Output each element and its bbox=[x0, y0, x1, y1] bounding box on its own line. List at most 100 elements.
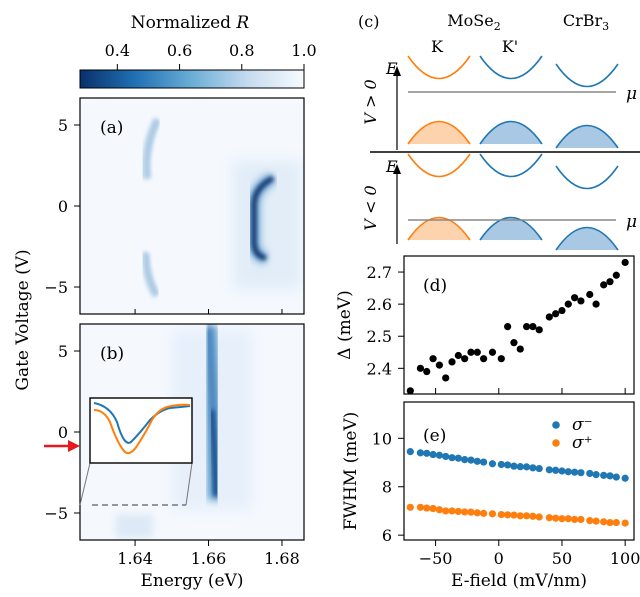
panel-e-point bbox=[488, 460, 497, 468]
colorbar-tick-label: 1.0 bbox=[291, 41, 316, 60]
panel-d-point bbox=[448, 358, 456, 366]
panel-e-point bbox=[461, 456, 469, 464]
panel-d-point bbox=[586, 290, 594, 299]
row2-voltage-label: V < 0 bbox=[361, 185, 380, 230]
panel-e-point bbox=[522, 463, 531, 471]
panel-d-point bbox=[535, 326, 543, 334]
panel-e-point bbox=[416, 449, 425, 457]
panel-b-xtick-label: 1.68 bbox=[264, 549, 300, 568]
panel-e-points bbox=[406, 448, 629, 527]
panel-e-point bbox=[510, 462, 518, 470]
panel-e-xtick-label: −50 bbox=[419, 549, 453, 568]
panel-b-heatmap bbox=[115, 325, 252, 538]
colorbar-gradient bbox=[79, 69, 305, 89]
panel-e-point bbox=[577, 469, 585, 477]
panel-e-point bbox=[473, 457, 481, 465]
panel-e-point bbox=[606, 472, 614, 480]
panel-e-point bbox=[577, 515, 585, 524]
colorbar-title: Normalized R bbox=[131, 13, 250, 33]
inset-curve-blue bbox=[93, 402, 191, 444]
panel-e-point bbox=[535, 464, 543, 473]
panel-e-point bbox=[416, 503, 425, 511]
panel-e-point bbox=[571, 468, 579, 476]
panel-e-point bbox=[558, 467, 566, 475]
panel-e-point bbox=[429, 450, 437, 459]
panel-d-ytick-label: 2.6 bbox=[367, 295, 392, 314]
panel-d-label: (d) bbox=[423, 276, 447, 296]
panel-e-point bbox=[406, 503, 414, 511]
panel-e-point bbox=[448, 454, 456, 462]
panel-d-point bbox=[497, 355, 505, 363]
panel-e-legend: σ⁻σ⁺ bbox=[552, 415, 593, 453]
row1-energy-label: E bbox=[385, 59, 398, 78]
colorbar-tick-label: 0.8 bbox=[229, 41, 254, 60]
colorbar: Normalized R 0.4 0.6 0.8 1.0 bbox=[79, 13, 317, 89]
legend-marker bbox=[552, 439, 560, 447]
panel-e-point bbox=[454, 454, 462, 462]
panel-d-point bbox=[606, 278, 614, 286]
panel-d-point bbox=[571, 294, 579, 302]
panel-e-point bbox=[545, 514, 553, 522]
panel-e-point bbox=[435, 451, 443, 459]
panel-b-axes: 5 0 −5 1.64 1.66 1.68 bbox=[44, 342, 299, 568]
panel-d-ytick-label: 2.4 bbox=[367, 359, 392, 378]
panel-a-heatmap bbox=[141, 117, 302, 298]
panel-e-point bbox=[467, 456, 475, 464]
colorbar-ticks: 0.4 0.6 0.8 1.0 bbox=[105, 41, 317, 70]
panel-e-point bbox=[621, 474, 629, 482]
panel-e-point bbox=[592, 471, 600, 479]
panel-d-point bbox=[510, 339, 518, 347]
panel-e-point bbox=[600, 471, 608, 479]
panel-e-point bbox=[586, 469, 594, 478]
legend-label: σ⁻ bbox=[572, 415, 593, 435]
inset-curve-orange bbox=[93, 403, 191, 455]
panel-d-point bbox=[529, 323, 537, 331]
panel-e-point bbox=[497, 460, 505, 469]
panel-d-point bbox=[516, 345, 524, 353]
inset-connector-right bbox=[185, 462, 193, 506]
panel-b: 5 0 −5 1.64 1.66 1.68 (b) bbox=[44, 323, 305, 568]
gate-voltage-arrow bbox=[44, 440, 80, 452]
panel-a-ytick-label: 0 bbox=[58, 197, 68, 216]
panel-b-xtick-label: 1.66 bbox=[191, 549, 227, 568]
panel-e-point bbox=[461, 508, 469, 516]
panel-d-point bbox=[504, 323, 512, 331]
valley-kprime-label: K' bbox=[502, 37, 518, 56]
panel-d-point bbox=[592, 300, 600, 308]
panel-e-ytick-label: 10 bbox=[372, 429, 392, 448]
panel-d-point bbox=[577, 297, 585, 305]
panel-e: 6 8 10 −50 0 50 100 (e) FWHM (meV) E-field (mV… bbox=[341, 401, 640, 591]
panel-e-ytick-label: 6 bbox=[382, 526, 392, 545]
panel-e-point bbox=[600, 518, 608, 526]
panel-d-axes: 2.4 2.5 2.6 2.7 bbox=[367, 263, 626, 394]
inset-spectrum bbox=[89, 397, 193, 464]
panel-e-point bbox=[504, 461, 512, 469]
inset-connector-left bbox=[79, 462, 91, 506]
panel-e-axes: 6 8 10 −50 0 50 100 bbox=[372, 429, 640, 568]
panel-d: 2.4 2.5 2.6 2.7 (d) Δ (meV) bbox=[335, 255, 635, 395]
energy-xlabel: Energy (eV) bbox=[140, 571, 243, 591]
panel-d-point bbox=[558, 306, 566, 315]
panel-e-ytick-label: 8 bbox=[382, 478, 392, 497]
panel-d-point bbox=[473, 348, 481, 356]
panel-d-point bbox=[406, 387, 414, 395]
panel-b-ytick-label: 5 bbox=[58, 342, 68, 361]
panel-e-point bbox=[529, 512, 537, 520]
panel-e-point bbox=[586, 517, 594, 525]
panel-d-point bbox=[454, 351, 462, 360]
panel-e-label: (e) bbox=[423, 426, 446, 446]
panel-e-point bbox=[558, 515, 566, 523]
panel-e-point bbox=[552, 466, 560, 474]
legend-marker bbox=[552, 421, 560, 429]
panel-b-xtick-label: 1.64 bbox=[117, 549, 153, 568]
panel-e-point bbox=[473, 509, 481, 517]
panel-d-ylabel: Δ (meV) bbox=[335, 290, 355, 359]
panel-e-point bbox=[606, 518, 614, 527]
panel-e-point bbox=[612, 518, 620, 527]
panel-d-point bbox=[600, 281, 608, 289]
row1-mu-label: μ bbox=[626, 84, 637, 104]
panel-d-point bbox=[522, 323, 531, 331]
valley-k-label: K bbox=[431, 37, 444, 56]
row2-mu-label: μ bbox=[626, 212, 637, 232]
panel-e-point bbox=[564, 515, 572, 523]
